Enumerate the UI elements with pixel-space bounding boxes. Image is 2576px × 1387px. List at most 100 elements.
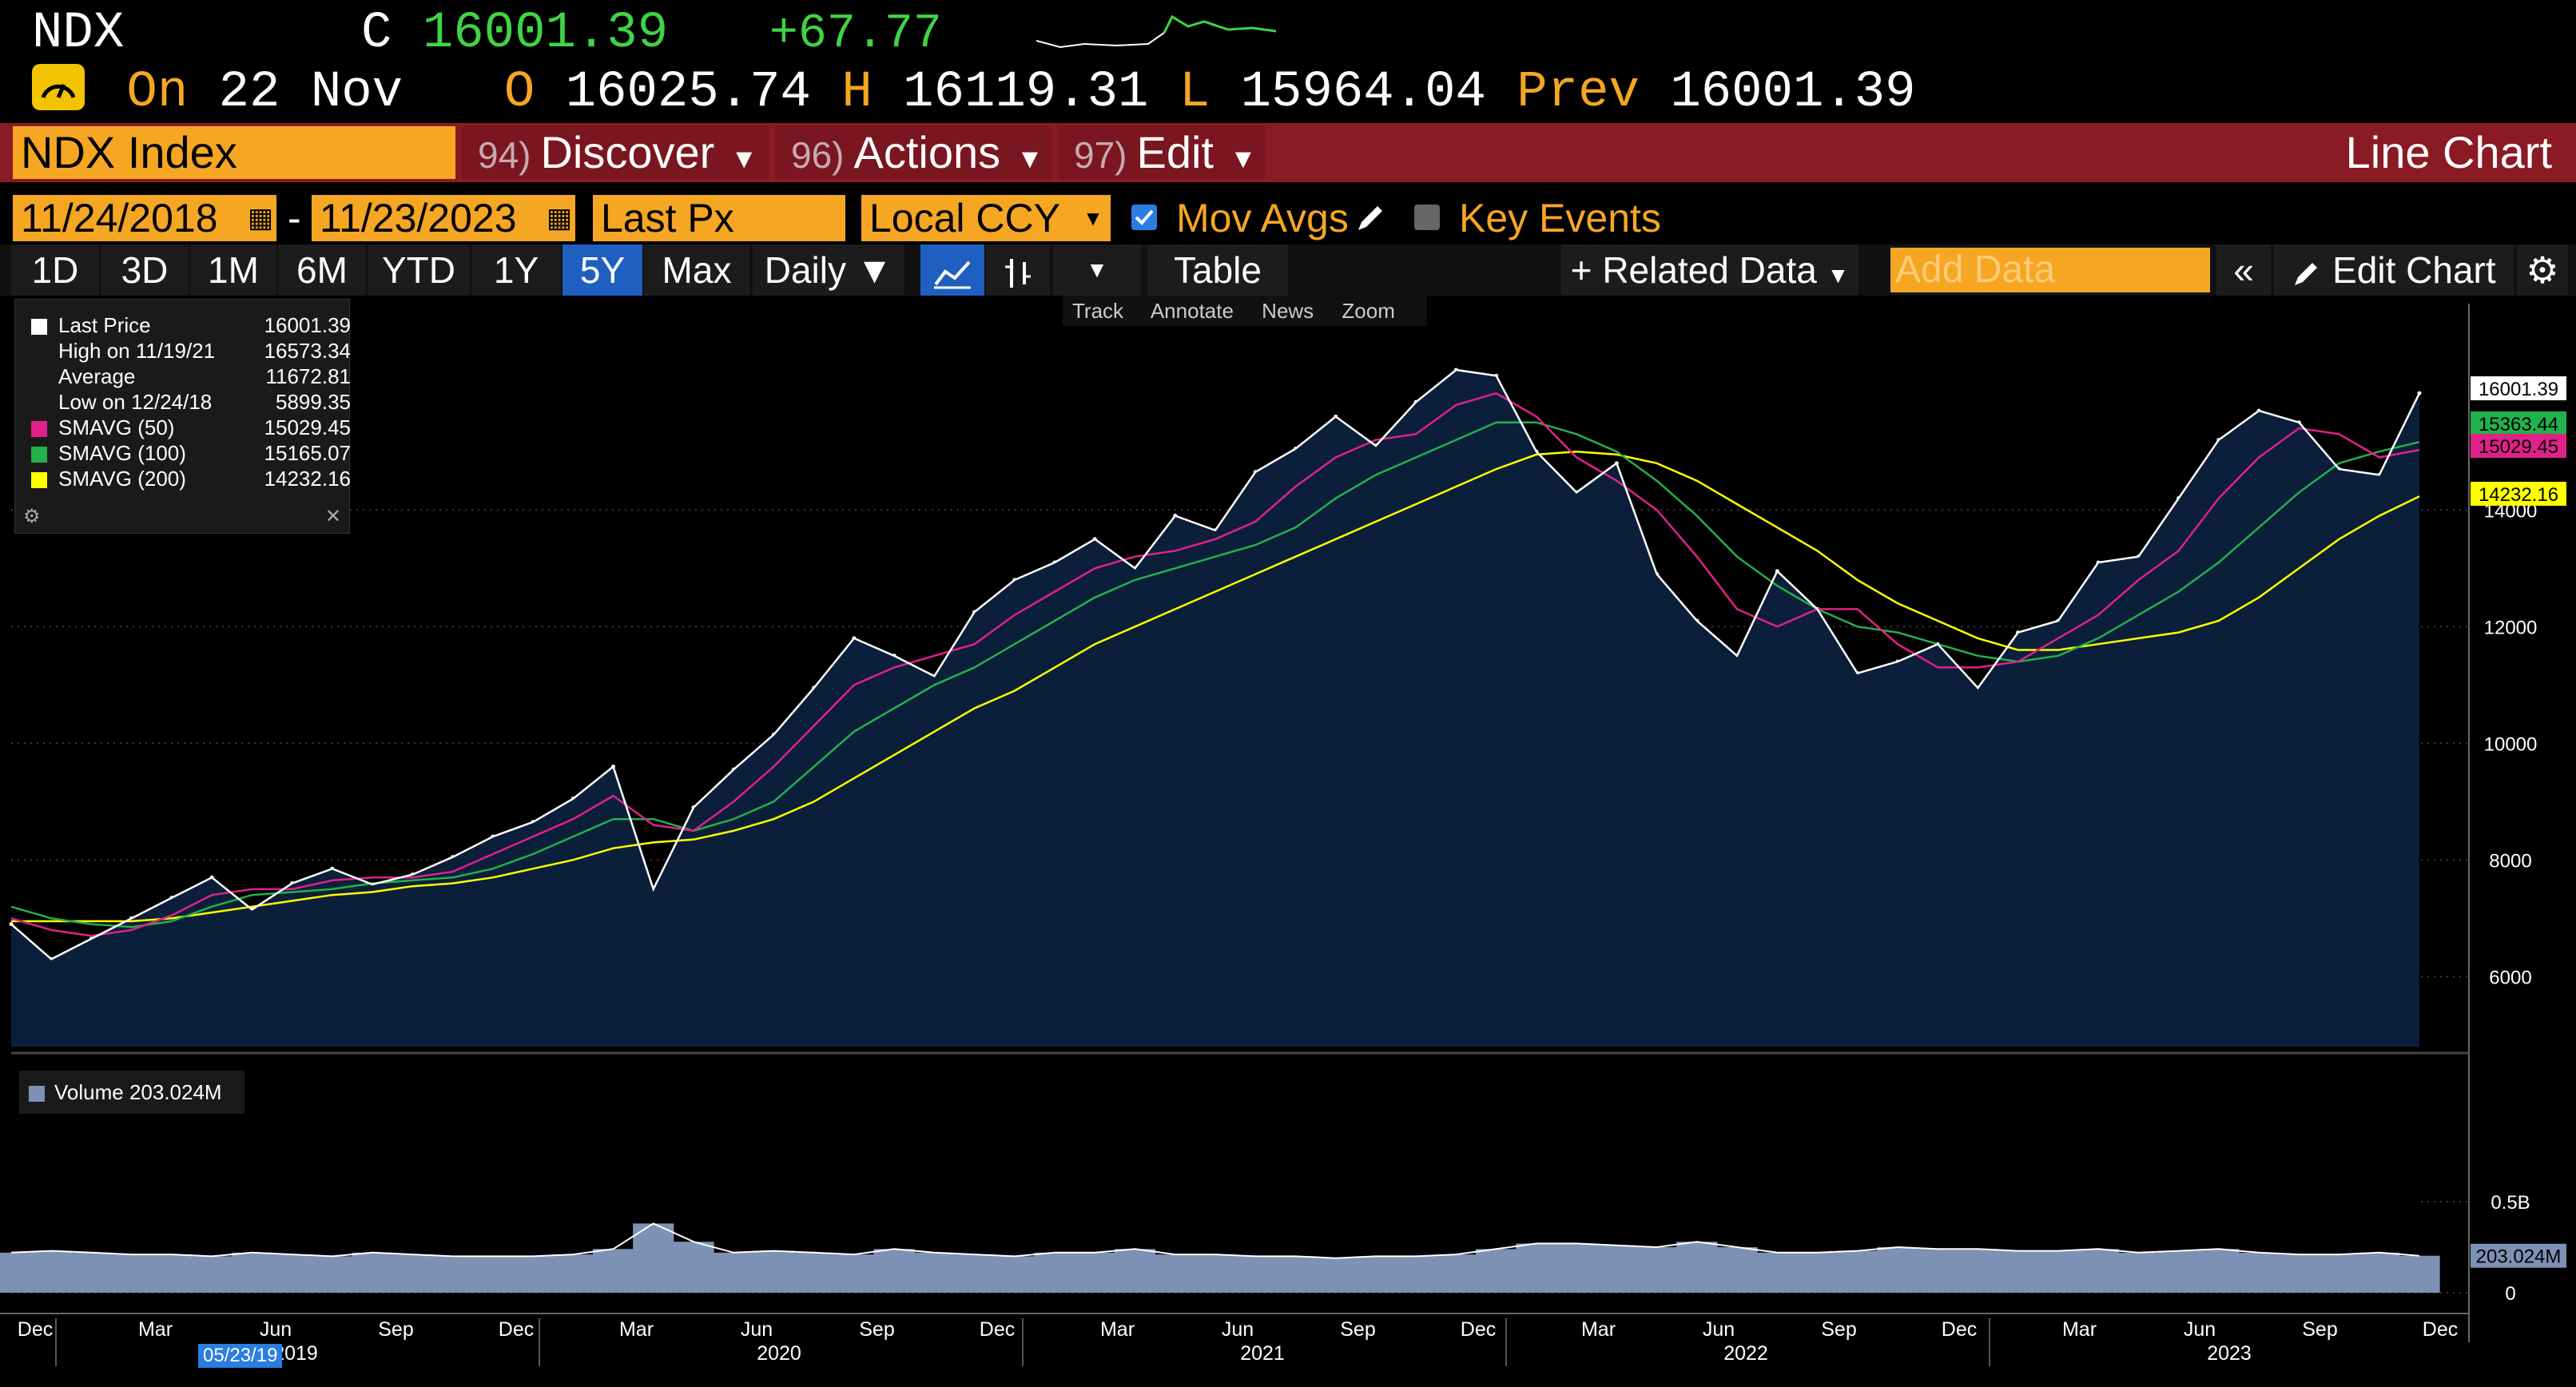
chart-style-caret-icon[interactable]: ▼ <box>1053 244 1141 296</box>
range-5y[interactable]: 5Y <box>563 244 642 296</box>
key-events-label[interactable]: Key Events <box>1459 196 1661 240</box>
close-price: 16001.39 <box>422 5 669 62</box>
range-1d[interactable]: 1D <box>11 244 99 296</box>
volume-bar <box>312 1256 353 1293</box>
gauge-icon[interactable] <box>32 64 85 111</box>
annotate-tool[interactable]: Annotate <box>1150 299 1234 323</box>
table-button[interactable]: Table <box>1147 244 1288 296</box>
volume-bar <box>633 1223 674 1293</box>
collapse-icon[interactable]: « <box>2216 244 2271 296</box>
legend-label: SMAVG (100) <box>58 441 186 465</box>
chevron-down-icon[interactable]: ▼ <box>1075 195 1111 241</box>
related-data-button[interactable]: + Related Data ▼ <box>1561 244 1858 296</box>
price-chart[interactable]: 600080001000012000140000.5B016001.391536… <box>0 296 2576 1387</box>
track-tool[interactable]: Track <box>1072 299 1124 323</box>
menu-bar: NDX Index 94) Discover ▼ 96) Actions ▼ 97) Ed… <box>0 123 2576 182</box>
range-ytd[interactable]: YTD <box>368 244 470 296</box>
high-marker-icon <box>31 344 47 360</box>
high-value: 16119.31 <box>903 64 1149 121</box>
volume-bars <box>0 1111 2440 1293</box>
add-data-input[interactable]: Add Data <box>1890 248 2210 292</box>
x-year-label: 2020 <box>757 1342 801 1365</box>
open-label: O <box>503 64 535 121</box>
x-month-label: Mar <box>1581 1318 1616 1341</box>
x-month-label: Dec <box>980 1318 1015 1341</box>
x-month-label: Sep <box>378 1318 413 1341</box>
pencil-icon[interactable] <box>1354 201 1387 239</box>
volume-bar <box>994 1256 1036 1293</box>
security-field[interactable]: NDX Index <box>13 126 455 179</box>
edit-chart-button[interactable]: Edit Chart <box>2274 244 2514 296</box>
legend-label: Average <box>58 364 136 388</box>
caret-down-icon: ▼ <box>1229 144 1257 174</box>
actions-button[interactable]: 96) Actions ▼ <box>775 126 1051 179</box>
volume-bar <box>512 1256 554 1293</box>
price-line <box>10 368 2421 960</box>
zoom-tool[interactable]: Zoom <box>1342 299 1395 323</box>
key-events-checkbox[interactable] <box>1414 205 1440 230</box>
line-chart-icon[interactable] <box>920 244 984 296</box>
quote-date: 22 Nov <box>218 64 403 121</box>
start-date-field[interactable]: 11/24/2018 <box>13 195 244 241</box>
high-label: H <box>841 64 873 121</box>
calendar-icon[interactable]: ▦ <box>543 195 575 241</box>
volume-legend-label: Volume 203.024M <box>54 1080 222 1104</box>
caret-down-icon: ▼ <box>730 144 757 174</box>
actions-num: 96) <box>791 134 845 176</box>
discover-label: Discover <box>540 127 715 177</box>
volume-bar <box>191 1256 233 1293</box>
range-3d[interactable]: 3D <box>101 244 189 296</box>
volume-legend[interactable]: Volume 203.024M <box>19 1071 244 1114</box>
legend-gear-icon[interactable]: ⚙ <box>23 506 41 527</box>
legend-label: SMAVG (200) <box>58 467 186 491</box>
volume-bar <box>953 1254 996 1293</box>
discover-button[interactable]: 94) Discover ▼ <box>462 126 769 179</box>
news-tool[interactable]: News <box>1262 299 1314 323</box>
volume-bar <box>1395 1256 1437 1293</box>
edit-button[interactable]: 97) Edit ▼ <box>1058 126 1266 179</box>
volume-bar <box>352 1252 393 1293</box>
legend-label: SMAVG (50) <box>58 415 175 439</box>
legend-swatch <box>31 319 47 336</box>
legend-label: High on 11/19/21 <box>58 339 216 363</box>
mov-avgs-label[interactable]: Mov Avgs <box>1176 196 1349 240</box>
mov-avgs-checkbox[interactable] <box>1131 205 1157 230</box>
sparkline <box>1036 14 1277 49</box>
range-1y[interactable]: 1Y <box>471 244 561 296</box>
volume-bar <box>1556 1243 1597 1293</box>
end-date-field[interactable]: 11/23/2023 <box>312 195 543 241</box>
average-marker-icon <box>31 370 47 386</box>
bar-chart-icon[interactable] <box>986 244 1050 296</box>
legend-row-last-price: Last Price 16001.39 <box>31 312 351 338</box>
volume-bar <box>1716 1247 1758 1293</box>
range-6m[interactable]: 6M <box>278 244 366 296</box>
frequency-select[interactable]: Daily ▼ <box>753 244 904 296</box>
chart-legend[interactable]: Last Price 16001.39 High on 11/19/21 16573… <box>14 299 351 534</box>
volume-bar <box>392 1254 433 1293</box>
volume-bar <box>1435 1254 1477 1293</box>
legend-close-icon[interactable]: ✕ <box>324 506 341 527</box>
gear-icon[interactable]: ⚙ <box>2517 244 2568 296</box>
range-1m[interactable]: 1M <box>190 244 276 296</box>
low-value: 15964.04 <box>1240 64 1486 121</box>
legend-row-low: Low on 12/24/18 5899.35 <box>31 389 351 415</box>
range-max[interactable]: Max <box>644 244 749 296</box>
price-area <box>11 370 2419 1047</box>
volume-bar <box>1837 1250 1878 1293</box>
x-year-label: 2021 <box>1240 1342 1285 1365</box>
volume-bar <box>1074 1252 1115 1293</box>
volume-bar <box>1155 1254 1196 1293</box>
currency-select[interactable]: Local CCY <box>861 195 1075 241</box>
discover-num: 94) <box>478 134 531 176</box>
field-select[interactable]: Last Px <box>593 195 845 241</box>
x-month-label: Sep <box>2302 1318 2337 1341</box>
x-month-label: Mar <box>619 1318 654 1341</box>
volume-bar <box>1274 1256 1317 1293</box>
date-dash: - <box>288 196 301 240</box>
calendar-icon[interactable]: ▦ <box>244 195 276 241</box>
open-value: 16025.74 <box>565 64 811 121</box>
x-month-label: Dec <box>2423 1318 2458 1341</box>
legend-row-sma200: SMAVG (200) 14232.16 <box>31 466 351 491</box>
low-marker-icon <box>31 395 47 411</box>
volume-bar <box>873 1249 915 1293</box>
